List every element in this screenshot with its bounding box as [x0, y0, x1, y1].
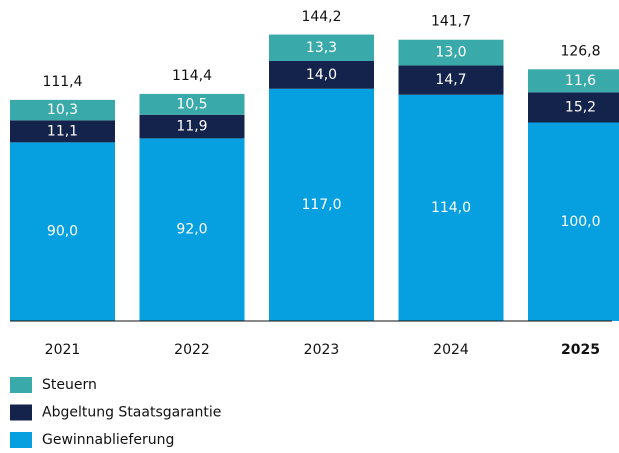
bar-segment — [10, 120, 115, 143]
bar-segment — [398, 65, 504, 95]
value-label: 100,0 — [560, 214, 600, 230]
bar-segment — [269, 60, 374, 89]
bar-segment — [528, 122, 619, 321]
total-label: 114,4 — [172, 68, 212, 84]
legend-label: Abgeltung Staatsgarantie — [42, 405, 221, 421]
x-tick-label: 2021 — [45, 342, 81, 358]
bar-segment — [269, 34, 374, 61]
x-tick-label: 2024 — [433, 342, 469, 358]
x-tick-label: 2023 — [304, 342, 340, 358]
bar-segment — [398, 39, 504, 66]
legend-label: Gewinnablieferung — [42, 432, 174, 448]
value-label: 92,0 — [176, 222, 207, 238]
total-label: 126,8 — [560, 43, 600, 59]
bar-segment — [139, 93, 245, 115]
legend-swatch — [10, 432, 32, 448]
total-label: 111,4 — [42, 74, 82, 90]
legend-swatch — [10, 377, 32, 393]
value-label: 10,3 — [47, 102, 78, 118]
bar-segment — [10, 99, 115, 121]
value-label: 14,0 — [306, 67, 337, 83]
x-tick-label: 2025 — [561, 342, 600, 358]
value-label: 11,9 — [176, 119, 207, 135]
value-label: 13,0 — [435, 45, 466, 61]
bar-segment — [139, 138, 245, 321]
value-label: 90,0 — [47, 224, 78, 240]
value-label: 117,0 — [301, 197, 341, 213]
bar-segment — [398, 94, 504, 322]
bar-segment — [269, 88, 374, 321]
value-label: 14,7 — [435, 72, 466, 88]
bar-segment — [10, 142, 115, 321]
x-tick-label: 2022 — [174, 342, 210, 358]
value-label: 11,6 — [565, 73, 596, 89]
value-label: 11,1 — [47, 123, 78, 139]
bar-segment — [139, 114, 245, 139]
value-label: 15,2 — [565, 99, 596, 115]
value-label: 10,5 — [176, 96, 207, 112]
value-label: 114,0 — [431, 200, 471, 216]
total-label: 144,2 — [301, 9, 341, 25]
bar-segment — [528, 92, 619, 123]
total-label: 141,7 — [431, 14, 471, 30]
legend-label: Steuern — [42, 377, 97, 393]
value-label: 13,3 — [306, 40, 337, 56]
legend-swatch — [10, 404, 32, 421]
bar-segment — [528, 69, 619, 93]
